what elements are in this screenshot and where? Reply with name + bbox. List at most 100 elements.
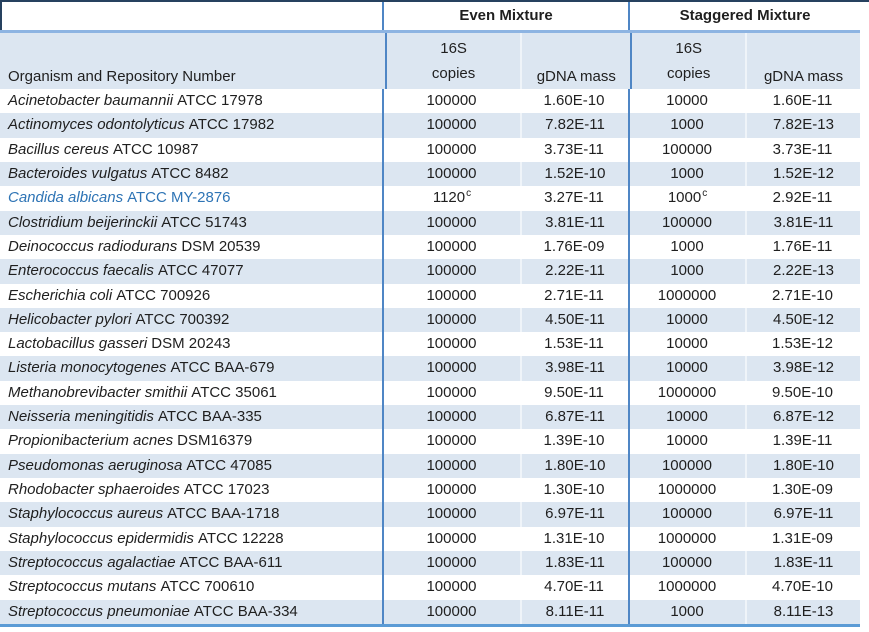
even-gdna-mass-cell: 6.97E-11 <box>520 502 630 527</box>
repository-number: ATCC 35061 <box>191 383 277 401</box>
table-row: Rhodobacter sphaeroides ATCC 17023 100000… <box>0 478 860 503</box>
table-row: Clostridium beijerinckii ATCC 51743 10000… <box>0 210 860 235</box>
repository-number: ATCC 47077 <box>157 262 244 280</box>
organism-cell: Staphylococcus epidermidis ATCC 12228 <box>0 526 384 551</box>
staggered-gdna-mass-value: 2.71E-10 <box>772 286 833 304</box>
even-gdna-mass-cell: 4.70E-11 <box>520 575 630 600</box>
staggered-gdna-mass-cell: 1.39E-11 <box>745 429 860 453</box>
even-gdna-mass-value: 8.11E-11 <box>545 602 605 620</box>
organism-cell: Deinococcus radiodurans DSM 20539 <box>0 234 384 260</box>
organism-name: Clostridium beijerinckii <box>8 213 158 231</box>
even-gdna-mass-cell: 1.39E-10 <box>520 429 630 454</box>
staggered-16s-copies-value: 1000000 <box>657 481 717 498</box>
even-gdna-mass-value: 3.73E-11 <box>544 140 604 158</box>
even-16s-copies-cell: 100000 <box>384 162 520 186</box>
organism-cell: Bacillus cereus ATCC 10987 <box>0 137 384 162</box>
group-header-blank-cell <box>0 2 384 30</box>
staggered-gdna-mass-cell: 1.52E-12 <box>745 161 860 187</box>
organism-name: Listeria monocytogenes <box>8 359 167 377</box>
staggered-gdna-mass-value: 6.87E-12 <box>773 408 834 426</box>
staggered-gdna-mass-value: 7.82E-13 <box>773 116 834 134</box>
staggered-gdna-mass-value: 3.73E-11 <box>772 140 833 158</box>
repository-number: ATCC BAA-334 <box>193 602 298 620</box>
staggered-16s-copies-value: 100000 <box>661 505 713 523</box>
even-16s-copies-value: 100000 <box>426 164 477 182</box>
organism-cell: Streptococcus mutans ATCC 700610 <box>0 575 384 600</box>
table-row: Methanobrevibacter smithii ATCC 35061 100… <box>0 380 860 406</box>
even-16s-copies-cell: 100000 <box>384 284 520 308</box>
even-16s-copies-cell: 100000 <box>384 381 520 405</box>
table-row: Candida albicans ATCC MY-2876 1120c 3.27E… <box>0 186 860 211</box>
organism-name: Lactobacillus gasseri <box>8 335 148 353</box>
staggered-16s-copies-cell: 100000 <box>630 138 745 162</box>
organism-cell: Streptococcus pneumoniae ATCC BAA-334 <box>0 599 384 624</box>
even-gdna-mass-cell: 1.60E-10 <box>520 89 630 114</box>
organism-cell: Acinetobacter baumannii ATCC 17978 <box>0 89 384 114</box>
organism-name: Actinomyces odontolyticus <box>8 116 185 134</box>
even-16s-copies-value: 100000 <box>426 359 477 377</box>
staggered-16s-copies-cell: 10000 <box>630 429 745 453</box>
repository-number: ATCC 8482 <box>151 164 229 182</box>
column-header-16s-line: 16S <box>440 40 467 57</box>
even-16s-copies-cell: 1120c <box>384 186 520 210</box>
staggered-16s-copies-value: 10000 <box>666 310 708 328</box>
staggered-16s-copies-value: 1000000 <box>657 286 717 304</box>
even-gdna-mass-value: 1.52E-10 <box>544 164 606 182</box>
staggered-gdna-mass-value: 1.39E-11 <box>772 432 833 450</box>
organism-cell: Actinomyces odontolyticus ATCC 17982 <box>0 113 384 138</box>
even-16s-copies-cell: 100000 <box>384 138 520 162</box>
even-16s-copies-cell: 100000 <box>384 551 520 575</box>
even-16s-copies-cell: 100000 <box>384 600 520 624</box>
organism-name: Deinococcus radiodurans <box>8 237 178 255</box>
table-top-rule <box>0 0 869 2</box>
repository-number: ATCC 47085 <box>186 456 272 474</box>
table-row: Deinococcus radiodurans DSM 20539 100000 … <box>0 234 860 260</box>
staggered-16s-copies-cell: 100000 <box>630 211 745 235</box>
table-row: Staphylococcus aureus ATCC BAA-1718 10000… <box>0 502 860 527</box>
even-gdna-mass-value: 1.39E-10 <box>543 432 605 450</box>
staggered-16s-copies-cell: 100000 <box>630 551 745 575</box>
repository-number: ATCC 10987 <box>112 140 199 158</box>
even-gdna-mass-value: 1.53E-11 <box>544 335 604 353</box>
even-gdna-mass-cell: 3.81E-11 <box>520 210 630 235</box>
staggered-16s-copies-value: 10000 <box>666 92 708 109</box>
even-16s-copies-cell: 100000 <box>384 332 520 356</box>
staggered-gdna-mass-cell: 7.82E-13 <box>745 113 860 138</box>
repository-number: ATCC 17023 <box>183 481 270 498</box>
staggered-16s-copies-cell: 10000 <box>630 332 745 356</box>
staggered-gdna-mass-cell: 6.97E-11 <box>745 502 860 527</box>
staggered-16s-copies-cell: 1000c <box>630 186 745 210</box>
staggered-gdna-mass-value: 1.80E-10 <box>773 456 834 474</box>
even-16s-copies-cell: 100000 <box>384 527 520 551</box>
even-gdna-mass-value: 2.22E-11 <box>545 262 605 280</box>
table-row: Streptococcus agalactiae ATCC BAA-611 100… <box>0 550 860 576</box>
mixture-composition-table: Even Mixture Staggered Mixture Organism … <box>0 2 860 627</box>
staggered-gdna-mass-cell: 3.98E-12 <box>745 356 860 381</box>
organism-name: Rhodobacter sphaeroides <box>8 481 180 498</box>
even-gdna-mass-value: 1.83E-11 <box>545 553 605 571</box>
organism-name: Streptococcus mutans <box>8 578 157 596</box>
staggered-gdna-mass-cell: 1.30E-09 <box>745 478 860 502</box>
staggered-16s-copies-value: 100000 <box>661 213 713 231</box>
staggered-gdna-mass-value: 2.22E-13 <box>773 262 834 280</box>
even-gdna-mass-cell: 3.27E-11 <box>520 186 630 211</box>
staggered-16s-copies-value: 1000 <box>670 602 704 620</box>
even-gdna-mass-cell: 1.30E-10 <box>520 478 630 503</box>
even-16s-copies-cell: 100000 <box>384 575 520 599</box>
column-header-16s-line: 16S <box>675 40 703 57</box>
table-row: Listeria monocytogenes ATCC BAA-679 10000… <box>0 356 860 381</box>
staggered-gdna-mass-value: 4.50E-12 <box>773 310 834 328</box>
even-16s-copies-value: 100000 <box>426 335 477 353</box>
even-gdna-mass-cell: 1.83E-11 <box>520 550 630 576</box>
even-gdna-mass-cell: 1.52E-10 <box>520 161 630 187</box>
staggered-gdna-mass-value: 1.76E-11 <box>772 237 833 255</box>
even-16s-copies-value: 100000 <box>426 578 477 596</box>
even-16s-copies-cell: 100000 <box>384 113 520 137</box>
staggered-16s-copies-cell: 10000 <box>630 405 745 429</box>
table-row: Actinomyces odontolyticus ATCC 17982 1000… <box>0 113 860 138</box>
even-gdna-mass-value: 4.50E-11 <box>545 310 605 328</box>
even-gdna-mass-value: 1.60E-10 <box>543 92 605 109</box>
even-16s-copies-cell: 100000 <box>384 502 520 526</box>
even-gdna-mass-value: 3.81E-11 <box>545 213 605 231</box>
even-gdna-mass-cell: 8.11E-11 <box>520 599 630 624</box>
